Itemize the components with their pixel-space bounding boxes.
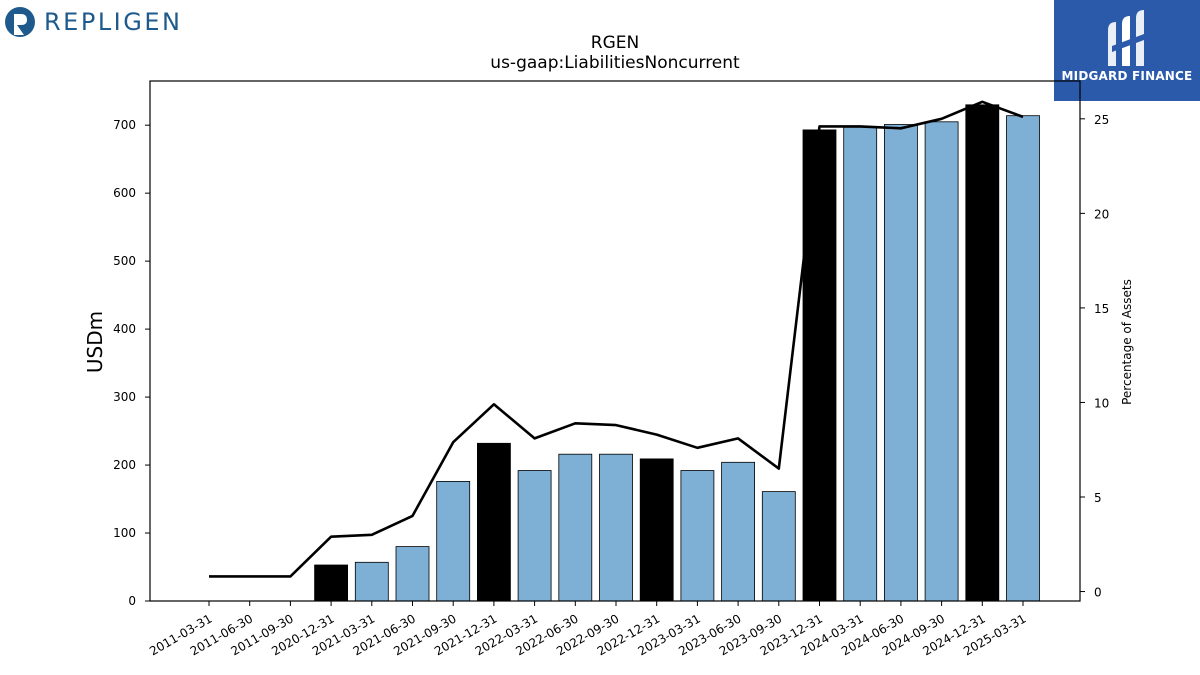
repligen-wordmark: REPLIGEN bbox=[44, 8, 183, 36]
repligen-mark-icon bbox=[5, 7, 35, 37]
bar-2021-06-30 bbox=[395, 546, 430, 602]
y-tick-label-0: 0 bbox=[128, 594, 136, 608]
chart-title: RGEN bbox=[591, 33, 639, 53]
y2-tick-label-0: 0 bbox=[1094, 586, 1102, 600]
y-tick-label-100: 100 bbox=[113, 526, 136, 540]
bar-2023-09-30 bbox=[761, 491, 796, 602]
y-tick-label-600: 600 bbox=[113, 186, 136, 200]
percentage-line bbox=[209, 100, 1024, 578]
y2-tick-label-25: 25 bbox=[1094, 113, 1109, 127]
bar-2023-03-31 bbox=[680, 470, 715, 602]
y2-tick-label-15: 15 bbox=[1094, 302, 1109, 316]
y-tick-label-300: 300 bbox=[113, 390, 136, 404]
bar-2022-09-30 bbox=[599, 453, 633, 602]
bar-2023-06-30 bbox=[721, 461, 755, 602]
midgard-finance-logo: MIDGARD FINANCE bbox=[1054, 0, 1200, 101]
repligen-logo: REPLIGEN bbox=[4, 4, 182, 40]
bar-2022-03-31 bbox=[517, 470, 552, 602]
y2-tick-label-20: 20 bbox=[1094, 207, 1109, 221]
y-axis-label: USDm bbox=[83, 311, 107, 373]
bar-2022-06-30 bbox=[558, 453, 593, 602]
y-tick-label-400: 400 bbox=[113, 322, 136, 336]
bar-2022-12-31 bbox=[639, 458, 674, 602]
bar-2021-12-31 bbox=[476, 442, 511, 602]
y2-axis-label: Percentage of Assets bbox=[1120, 279, 1134, 405]
y-tick-label-700: 700 bbox=[113, 118, 136, 132]
midgard-wordmark: MIDGARD FINANCE bbox=[1061, 69, 1193, 83]
bar-2021-03-31 bbox=[354, 561, 389, 602]
bar-2021-09-30 bbox=[436, 480, 471, 602]
bar-2024-12-31 bbox=[965, 104, 1000, 602]
bar-2024-03-31 bbox=[843, 126, 878, 602]
chart-subtitle: us-gaap:LiabilitiesNoncurrent bbox=[490, 53, 740, 73]
plot-frame bbox=[149, 80, 1081, 602]
bar-2025-03-31 bbox=[1006, 115, 1040, 602]
bar-2024-09-30 bbox=[924, 121, 959, 602]
midgard-mark-icon bbox=[1108, 10, 1144, 66]
bar-2024-06-30 bbox=[884, 124, 918, 602]
y2-tick-label-5: 5 bbox=[1094, 491, 1102, 505]
bar-2023-12-31 bbox=[802, 129, 837, 602]
y2-tick-label-10: 10 bbox=[1094, 396, 1109, 410]
y-tick-label-500: 500 bbox=[113, 254, 136, 268]
bar-2020-12-31 bbox=[314, 564, 349, 602]
y-tick-label-200: 200 bbox=[113, 458, 136, 472]
